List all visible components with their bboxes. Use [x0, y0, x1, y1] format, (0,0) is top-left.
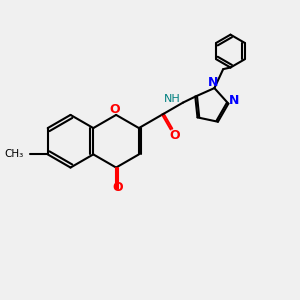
Text: NH: NH	[164, 94, 181, 104]
Text: O: O	[169, 129, 180, 142]
Text: N: N	[208, 76, 218, 89]
Text: O: O	[109, 103, 120, 116]
Text: CH₃: CH₃	[4, 149, 23, 159]
Text: N: N	[229, 94, 239, 107]
Text: O: O	[112, 181, 123, 194]
